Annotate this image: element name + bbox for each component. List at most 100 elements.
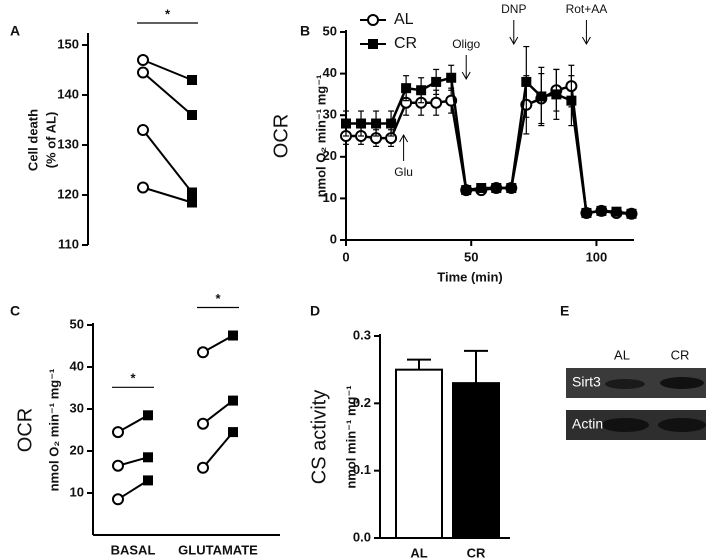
marker — [143, 475, 153, 486]
y-tick-label: 150 — [57, 36, 79, 51]
arrow-head — [461, 71, 471, 81]
y-axis-label: Cell death — [25, 109, 40, 171]
annotation: Oligo — [452, 37, 480, 51]
marker — [386, 118, 397, 129]
y-axis-label: nmol O₂ min⁻¹ mg⁻¹ — [46, 369, 61, 492]
y-tick-label: 50 — [323, 23, 337, 38]
marker — [491, 183, 502, 193]
chart-title: CS activity — [308, 390, 330, 484]
bar — [395, 368, 443, 539]
annotation: DNP — [501, 2, 526, 16]
marker — [197, 461, 209, 474]
panel-label: A — [10, 23, 20, 39]
marker — [416, 85, 427, 96]
marker — [626, 208, 637, 219]
y-tick-label: 130 — [57, 136, 79, 151]
x-tick-label: 0 — [342, 249, 349, 264]
marker — [461, 185, 472, 196]
y-tick-label: 0 — [330, 231, 337, 246]
chart-title: OCR — [14, 408, 36, 452]
y-tick-label: 50 — [70, 316, 84, 331]
y-tick-label: 30 — [323, 107, 337, 122]
chart-title: OCR — [270, 114, 292, 158]
marker — [446, 72, 457, 83]
annotation: Glu — [394, 165, 413, 179]
x-axis-label: Time (min) — [437, 269, 503, 284]
y-tick-label: 10 — [323, 190, 337, 205]
y-tick-label: 10 — [70, 484, 84, 499]
x-tick-label: CR — [467, 545, 486, 560]
y-tick-label: 20 — [70, 442, 84, 457]
panel-label: D — [310, 303, 320, 319]
x-tick-label: GLUTAMATE — [178, 542, 258, 557]
panel-label: E — [560, 303, 569, 319]
legend-label: AL — [394, 11, 414, 28]
marker — [341, 118, 351, 129]
band — [601, 418, 649, 432]
y-axis-label: (% of AL) — [43, 112, 58, 169]
blot-column: AL — [614, 347, 630, 362]
marker — [112, 426, 124, 439]
marker — [430, 96, 443, 109]
blot-row: Actin — [572, 416, 603, 432]
marker — [506, 183, 517, 193]
marker — [371, 118, 382, 129]
pair-line — [202, 431, 234, 469]
marker — [551, 89, 562, 100]
marker — [536, 91, 547, 102]
y-tick-label: 110 — [58, 236, 79, 251]
arrow-head — [581, 36, 591, 46]
marker — [137, 54, 149, 66]
marker — [137, 181, 149, 194]
marker — [137, 124, 149, 136]
western-blot: E AL CR Sirt3 Actin — [560, 303, 706, 440]
marker — [143, 452, 153, 463]
y-tick-label: 0.3 — [353, 327, 371, 342]
marker — [187, 75, 197, 85]
marker — [197, 417, 209, 430]
y-tick-label: 30 — [70, 400, 84, 415]
y-tick-label: 140 — [57, 86, 79, 101]
blot-column: CR — [671, 347, 690, 362]
x-tick-label: BASAL — [111, 542, 156, 557]
marker — [112, 459, 124, 472]
marker — [187, 187, 197, 198]
marker — [112, 493, 124, 506]
y-tick-label: 0.2 — [353, 395, 371, 410]
marker — [581, 207, 592, 218]
y-tick-label: 120 — [57, 186, 79, 201]
y-tick-label: 0.1 — [353, 462, 371, 477]
pair-line — [142, 186, 193, 204]
y-axis-label: nmol O₂ min⁻¹ mg⁻¹ — [313, 75, 328, 198]
blot-row: Sirt3 — [572, 374, 601, 390]
panel-label: B — [300, 23, 310, 39]
marker — [187, 197, 197, 208]
y-tick-label: 20 — [323, 148, 337, 163]
marker — [137, 66, 149, 79]
marker — [197, 346, 209, 359]
legend-marker — [368, 39, 378, 49]
band — [660, 377, 704, 389]
annotation: Rot+AA — [566, 2, 608, 16]
marker — [356, 118, 367, 129]
marker — [596, 205, 607, 216]
marker — [228, 330, 238, 341]
significance: * — [165, 6, 171, 21]
pair-line — [142, 71, 193, 116]
marker — [228, 395, 238, 406]
marker — [566, 95, 577, 106]
marker — [143, 410, 153, 421]
y-axis-label: nmol min⁻¹ mg⁻¹ — [343, 385, 358, 488]
band — [658, 418, 706, 432]
x-tick-label: 50 — [464, 249, 478, 264]
arrow-head — [509, 36, 519, 46]
significance: * — [130, 371, 136, 386]
x-tick-label: 100 — [586, 249, 608, 264]
marker — [187, 110, 197, 120]
marker — [521, 76, 532, 87]
marker — [611, 206, 622, 217]
legend-label: CR — [394, 35, 417, 52]
marker — [476, 183, 487, 193]
bar — [452, 382, 500, 539]
band — [605, 379, 645, 389]
